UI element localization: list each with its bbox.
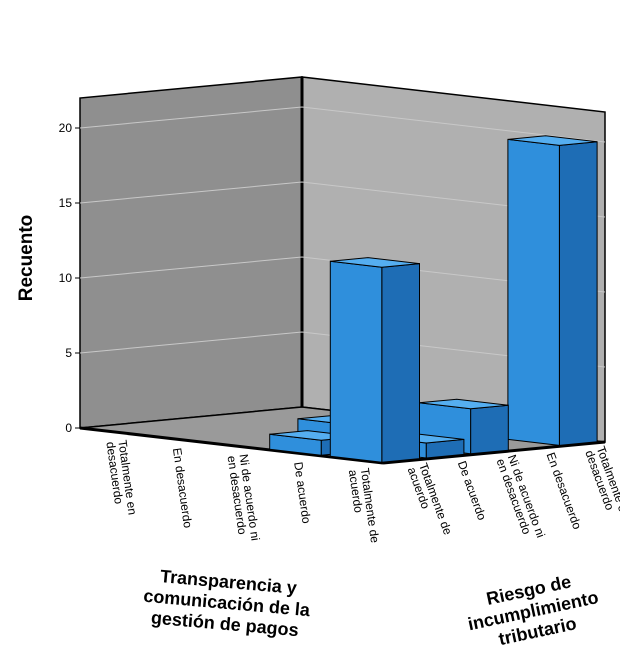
x-axis-edge xyxy=(79,426,384,465)
y-axis-title: Recuento xyxy=(16,215,37,302)
bar-side-face xyxy=(470,404,509,455)
y-axis-ticks: 0 5 10 15 20 xyxy=(59,121,80,435)
x-category-line: acuerdo xyxy=(346,469,366,514)
bar-side-face xyxy=(558,141,598,446)
x-category-label: De acuerdo xyxy=(291,461,314,525)
y-tick-label: 15 xyxy=(59,196,73,210)
z-category-label: En desacuerdo xyxy=(544,451,585,532)
z-axis-edge xyxy=(382,440,606,465)
x-category-line: En desacuerdo xyxy=(170,447,195,529)
bar-top-face xyxy=(419,398,509,410)
bar xyxy=(507,135,598,446)
bars xyxy=(269,135,598,463)
y-tick-label: 10 xyxy=(59,271,73,285)
gridline xyxy=(79,181,606,218)
gridline xyxy=(79,256,606,293)
bar-front-face xyxy=(507,138,560,446)
z-category-line: En desacuerdo xyxy=(544,451,585,532)
back-left-wall xyxy=(79,76,303,429)
gridlines xyxy=(79,106,606,368)
bar-side-face xyxy=(381,263,420,463)
bar-front-face xyxy=(329,260,383,463)
gridline xyxy=(79,331,606,368)
bar-top-face xyxy=(507,135,598,146)
bar-top-face xyxy=(330,257,420,268)
y-tick-label: 20 xyxy=(59,121,73,135)
z-category-label: De acuerdo xyxy=(455,459,489,522)
x-category-line: De acuerdo xyxy=(291,461,314,525)
gridline xyxy=(79,106,606,143)
y-tick-label: 0 xyxy=(65,421,72,435)
y-tick-label: 5 xyxy=(65,346,72,360)
z-category-line: De acuerdo xyxy=(455,459,489,522)
x-category-label: En desacuerdo xyxy=(170,447,195,529)
bar xyxy=(329,257,420,463)
